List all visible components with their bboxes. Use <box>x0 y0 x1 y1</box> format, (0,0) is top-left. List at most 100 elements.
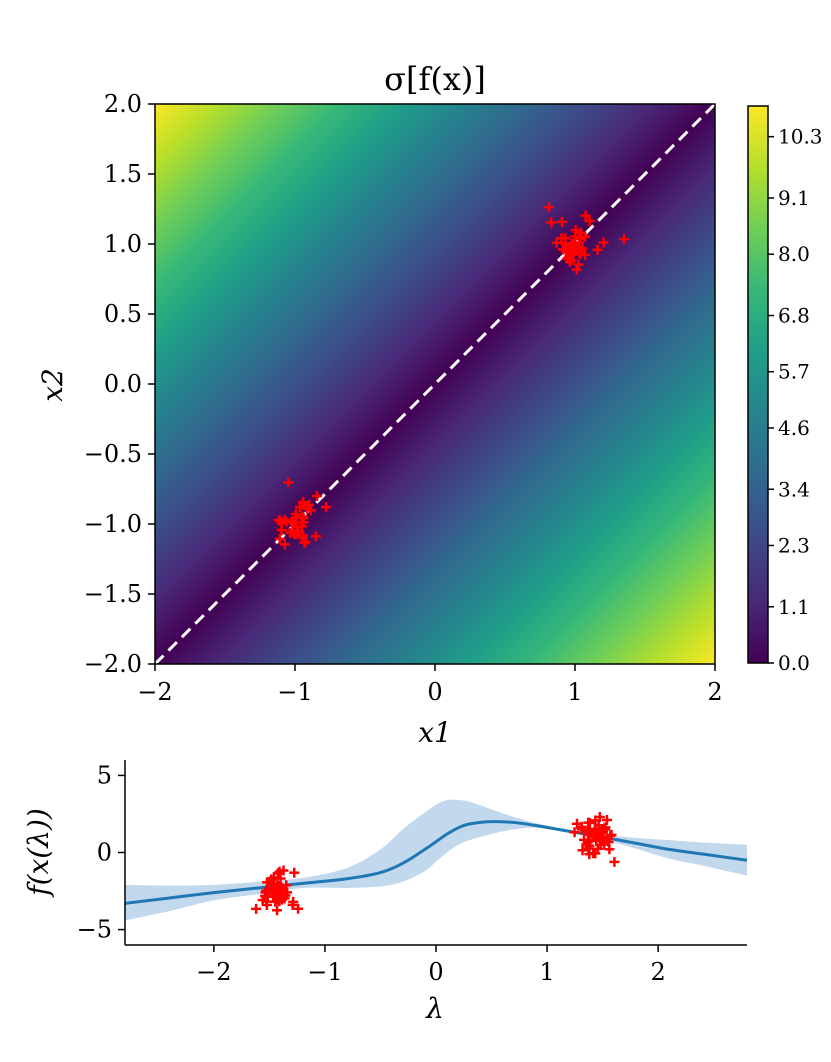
line-plot-point-marker <box>289 867 300 878</box>
line-plot-point-marker <box>260 891 271 902</box>
heatmap-sample-points <box>273 202 630 550</box>
heatmap-point-marker <box>305 505 316 516</box>
heatmap-point-marker <box>321 502 332 513</box>
line-plot-point-marker <box>278 865 289 876</box>
y-tick-label: 1.5 <box>104 160 142 188</box>
colorbar-tick-label: 0.0 <box>778 651 810 675</box>
colorbar-tick-label: 8.0 <box>778 242 810 266</box>
line-plot-point-marker <box>597 834 608 845</box>
colorbar-tick-label: 5.7 <box>778 360 810 384</box>
heatmap-point-marker <box>273 515 284 526</box>
heatmap-point-marker <box>580 210 591 221</box>
y-tick-label: 5 <box>97 761 112 789</box>
line-plot-point-marker <box>577 845 588 856</box>
line-plot-point-marker <box>595 840 606 851</box>
heatmap-point-marker <box>619 234 630 245</box>
line-plot-x-ticks: −2 −1 0 1 2 <box>196 945 666 986</box>
heatmap-point-marker <box>592 244 603 255</box>
x-tick-label: 2 <box>651 958 666 986</box>
line-plot-point-marker <box>581 839 592 850</box>
x-tick-label: 1 <box>567 678 582 706</box>
heatmap-y-ticks: 2.0 1.5 1.0 0.5 0.0 −0.5 −1.0 −1.5 −2.0 <box>84 90 155 678</box>
heatmap-point-marker <box>598 237 609 248</box>
line-plot-point-marker <box>605 830 616 841</box>
heatmap-point-marker <box>544 202 555 213</box>
line-plot-point-marker <box>271 888 282 899</box>
y-tick-label: 2.0 <box>104 90 142 118</box>
heatmap-point-marker <box>561 241 572 252</box>
heatmap-point-marker <box>564 252 575 263</box>
x-tick-label: −1 <box>277 678 312 706</box>
y-tick-label: −5 <box>77 916 112 944</box>
heatmap-point-marker <box>294 501 305 512</box>
line-plot-sample-points <box>251 811 620 916</box>
line-plot-point-marker <box>251 903 262 914</box>
line-plot-point-marker <box>272 868 283 879</box>
colorbar-tick-label: 10.3 <box>778 125 823 149</box>
confidence-band <box>125 799 747 921</box>
y-tick-label: −2.0 <box>84 650 142 678</box>
x-tick-label: −2 <box>196 958 231 986</box>
line-plot-point-marker <box>288 896 299 907</box>
colorbar-tick-label: 3.4 <box>778 477 810 501</box>
line-plot-point-marker <box>275 873 286 884</box>
heatmap-point-marker <box>560 233 571 244</box>
heatmap-point-marker <box>310 531 321 542</box>
colorbar <box>747 105 769 664</box>
x-tick-label: 1 <box>539 958 554 986</box>
y-tick-label: 0 <box>97 839 112 867</box>
heatmap-point-marker <box>546 217 557 228</box>
heatmap-point-marker <box>575 248 586 259</box>
colorbar-ticks: 10.3 9.1 8.0 6.8 5.7 4.6 3.4 2.3 1.1 0.0 <box>768 125 823 675</box>
line-plot-point-marker <box>590 815 601 826</box>
y-tick-label: 0.0 <box>104 370 142 398</box>
line-plot-point-marker <box>569 827 580 838</box>
heatmap-point-marker <box>573 259 584 270</box>
heatmap-point-marker <box>296 517 307 528</box>
heatmap-point-marker <box>312 491 323 502</box>
heatmap-point-marker <box>570 225 581 236</box>
line-plot-y-ticks: 5 0 −5 <box>77 761 125 944</box>
x-tick-label: 2 <box>707 678 722 706</box>
line-plot-point-marker <box>272 879 283 890</box>
line-plot-point-marker <box>262 877 273 888</box>
line-plot-point-marker <box>589 826 600 837</box>
y-tick-label: −1.0 <box>84 510 142 538</box>
line-plot-point-marker <box>272 905 283 916</box>
heatmap-point-marker <box>283 477 294 488</box>
heatmap-point-marker <box>300 536 311 547</box>
heatmap-point-marker <box>571 264 582 275</box>
heatmap-point-marker <box>274 533 285 544</box>
line-plot-point-marker <box>270 896 281 907</box>
line-plot-ylabel: f(x(λ)) <box>22 808 55 898</box>
colorbar-tick-label: 9.1 <box>778 186 810 210</box>
line-plot-xlabel: λ <box>425 992 444 1025</box>
line-plot-point-marker <box>604 844 615 855</box>
line-plot-point-marker <box>576 821 587 832</box>
line-plot-point-marker <box>584 817 595 828</box>
heatmap-point-marker <box>291 512 302 523</box>
y-tick-label: 1.0 <box>104 230 142 258</box>
heatmap-point-marker <box>304 499 315 510</box>
heatmap-plot <box>155 104 715 664</box>
line-plot-point-marker <box>273 881 284 892</box>
line-plot-point-marker <box>592 831 603 842</box>
line-plot-point-marker <box>601 814 612 825</box>
colorbar-tick-label: 4.6 <box>778 416 810 440</box>
x-tick-label: −2 <box>137 678 172 706</box>
line-plot-point-marker <box>293 903 304 914</box>
heatmap-ylabel: x2 <box>36 368 69 402</box>
heatmap-point-marker <box>576 227 587 238</box>
line-plot-point-marker <box>609 856 620 867</box>
y-tick-label: 0.5 <box>104 300 142 328</box>
x-tick-label: 0 <box>428 958 443 986</box>
colorbar-tick-label: 6.8 <box>778 304 810 328</box>
heatmap-point-marker <box>574 237 585 248</box>
heatmap-point-marker <box>279 539 290 550</box>
heatmap-x-ticks: −2 −1 0 1 2 <box>137 664 723 706</box>
y-tick-label: −0.5 <box>84 440 142 468</box>
x-tick-label: 0 <box>427 678 442 706</box>
x-tick-label: −1 <box>307 958 342 986</box>
heatmap-point-marker <box>292 526 303 537</box>
